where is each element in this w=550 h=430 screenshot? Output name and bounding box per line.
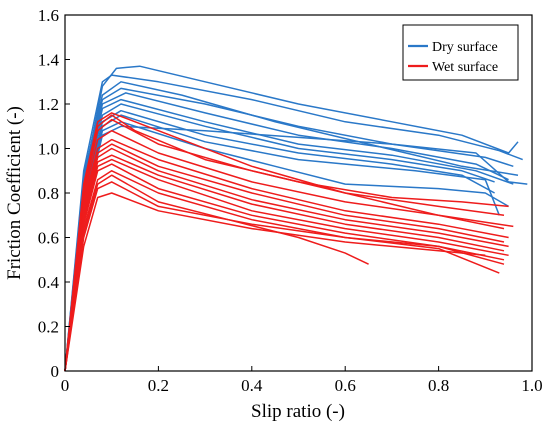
x-tick-label: 0.4 xyxy=(241,376,263,395)
y-tick-label: 1.2 xyxy=(38,95,59,114)
legend-label-wet: Wet surface xyxy=(432,60,498,75)
x-tick-label: 0 xyxy=(61,376,70,395)
series-line-22 xyxy=(64,174,369,372)
series-line-17 xyxy=(64,147,509,372)
series-line-19 xyxy=(64,158,509,372)
y-tick-label: 1.6 xyxy=(38,6,59,25)
series-line-21 xyxy=(64,170,500,372)
series-line-15 xyxy=(64,138,509,372)
y-tick-label: 0.6 xyxy=(38,229,59,248)
legend: Dry surface Wet surface xyxy=(402,24,519,81)
y-tick-label: 1.0 xyxy=(38,140,59,159)
series-line-7 xyxy=(64,103,495,372)
series-line-14 xyxy=(64,129,505,372)
y-tick-label: 0.4 xyxy=(38,273,60,292)
series-line-23 xyxy=(64,181,505,372)
series-line-24 xyxy=(64,192,486,372)
y-axis-title: Friction Coefficient (-) xyxy=(4,106,25,280)
x-tick-label: 1.0 xyxy=(521,376,542,395)
series-line-18 xyxy=(64,154,505,372)
legend-label-dry: Dry surface xyxy=(432,40,498,55)
series-lines xyxy=(64,65,528,372)
legend-box xyxy=(402,24,519,81)
y-tick-label: 0.2 xyxy=(38,318,59,337)
series-line-20 xyxy=(64,163,505,372)
x-axis-title: Slip ratio (-) xyxy=(251,401,345,422)
series-line-16 xyxy=(64,143,505,372)
x-tick-label: 0.8 xyxy=(428,376,449,395)
x-tick-label: 0.6 xyxy=(335,376,356,395)
x-axis-ticks: 0 0.2 0.4 0.6 0.8 1.0 xyxy=(61,366,543,395)
series-line-11 xyxy=(64,125,528,372)
series-line-12 xyxy=(64,114,509,372)
series-line-5 xyxy=(64,92,509,372)
y-tick-label: 1.4 xyxy=(38,51,60,70)
series-line-1 xyxy=(64,65,519,372)
y-tick-label: 0.8 xyxy=(38,184,59,203)
y-tick-label: 0 xyxy=(51,362,60,381)
series-line-3 xyxy=(64,81,519,372)
series-line-2 xyxy=(64,74,523,372)
x-tick-label: 0.2 xyxy=(148,376,169,395)
y-axis-ticks: 0 0.2 0.4 0.6 0.8 1.0 1.2 1.4 1.6 xyxy=(38,6,70,381)
series-line-13 xyxy=(64,118,505,372)
series-line-25 xyxy=(64,112,514,372)
